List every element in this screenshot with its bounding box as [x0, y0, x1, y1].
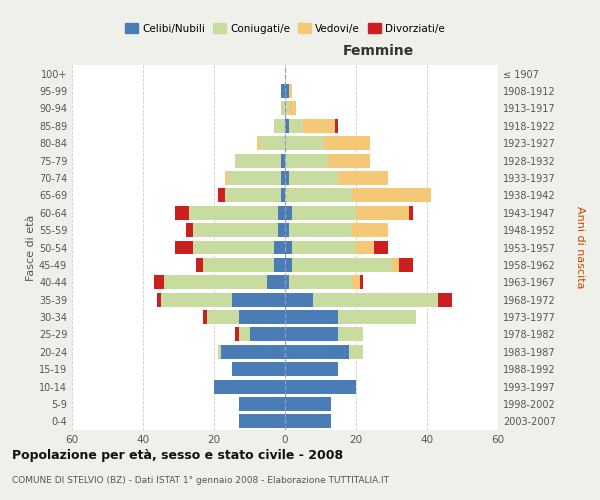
Bar	[274, 119, 285, 133]
Bar	[224, 188, 281, 202]
Text: COMUNE DI STELVIO (BZ) - Dati ISTAT 1° gennaio 2008 - Elaborazione TUTTITALIA.IT: COMUNE DI STELVIO (BZ) - Dati ISTAT 1° g…	[12, 476, 389, 485]
Bar	[250, 328, 285, 342]
Bar	[285, 310, 338, 324]
Bar	[221, 345, 285, 358]
Bar	[157, 292, 161, 306]
Bar	[281, 154, 285, 168]
Bar	[274, 240, 285, 254]
Bar	[285, 345, 349, 358]
Bar	[359, 276, 363, 289]
Bar	[338, 310, 416, 324]
Bar	[274, 258, 285, 272]
Bar	[239, 328, 250, 342]
Bar	[281, 171, 285, 185]
Bar	[228, 171, 281, 185]
Bar	[285, 292, 313, 306]
Bar	[193, 223, 278, 237]
Bar	[289, 276, 352, 289]
Bar	[285, 84, 289, 98]
Bar	[356, 240, 374, 254]
Bar	[193, 240, 274, 254]
Bar	[285, 171, 289, 185]
Bar	[289, 84, 292, 98]
Bar	[207, 310, 239, 324]
Bar	[278, 206, 285, 220]
Bar	[285, 188, 352, 202]
Bar	[239, 414, 285, 428]
Bar	[175, 206, 189, 220]
Bar	[214, 380, 285, 394]
Bar	[203, 258, 274, 272]
Bar	[189, 206, 278, 220]
Bar	[289, 223, 352, 237]
Bar	[285, 223, 289, 237]
Bar	[292, 258, 392, 272]
Text: Popolazione per età, sesso e stato civile - 2008: Popolazione per età, sesso e stato civil…	[12, 450, 343, 462]
Bar	[281, 188, 285, 202]
Bar	[278, 223, 285, 237]
Bar	[164, 276, 267, 289]
Bar	[185, 223, 193, 237]
Bar	[392, 258, 398, 272]
Bar	[289, 171, 338, 185]
Bar	[232, 292, 285, 306]
Bar	[281, 84, 285, 98]
Bar	[289, 102, 296, 116]
Bar	[218, 188, 224, 202]
Bar	[224, 171, 228, 185]
Bar	[328, 154, 370, 168]
Bar	[267, 276, 285, 289]
Bar	[374, 240, 388, 254]
Bar	[349, 345, 363, 358]
Bar	[398, 258, 413, 272]
Bar	[281, 102, 285, 116]
Bar	[285, 414, 331, 428]
Bar	[303, 119, 335, 133]
Bar	[235, 328, 239, 342]
Bar	[335, 119, 338, 133]
Bar	[175, 240, 193, 254]
Bar	[324, 136, 370, 150]
Bar	[161, 292, 232, 306]
Bar	[285, 240, 292, 254]
Text: Femmine: Femmine	[343, 44, 415, 58]
Bar	[352, 223, 388, 237]
Bar	[154, 276, 164, 289]
Bar	[239, 310, 285, 324]
Bar	[338, 171, 388, 185]
Bar	[285, 328, 338, 342]
Bar	[232, 362, 285, 376]
Bar	[257, 136, 260, 150]
Bar	[235, 154, 281, 168]
Bar	[313, 292, 437, 306]
Bar	[260, 136, 285, 150]
Y-axis label: Anni di nascita: Anni di nascita	[575, 206, 585, 289]
Bar	[285, 206, 292, 220]
Bar	[338, 328, 363, 342]
Bar	[218, 345, 221, 358]
Bar	[285, 397, 331, 411]
Bar	[285, 136, 324, 150]
Bar	[437, 292, 452, 306]
Bar	[356, 206, 409, 220]
Bar	[292, 240, 356, 254]
Bar	[285, 276, 289, 289]
Bar	[409, 206, 413, 220]
Bar	[352, 276, 359, 289]
Bar	[285, 380, 356, 394]
Bar	[285, 154, 328, 168]
Bar	[196, 258, 203, 272]
Bar	[285, 258, 292, 272]
Bar	[292, 206, 356, 220]
Bar	[352, 188, 431, 202]
Bar	[239, 397, 285, 411]
Bar	[285, 119, 289, 133]
Bar	[285, 362, 338, 376]
Bar	[285, 102, 289, 116]
Bar	[203, 310, 207, 324]
Y-axis label: Fasce di età: Fasce di età	[26, 214, 36, 280]
Legend: Celibi/Nubili, Coniugati/e, Vedovi/e, Divorziati/e: Celibi/Nubili, Coniugati/e, Vedovi/e, Di…	[121, 19, 449, 38]
Bar	[289, 119, 303, 133]
